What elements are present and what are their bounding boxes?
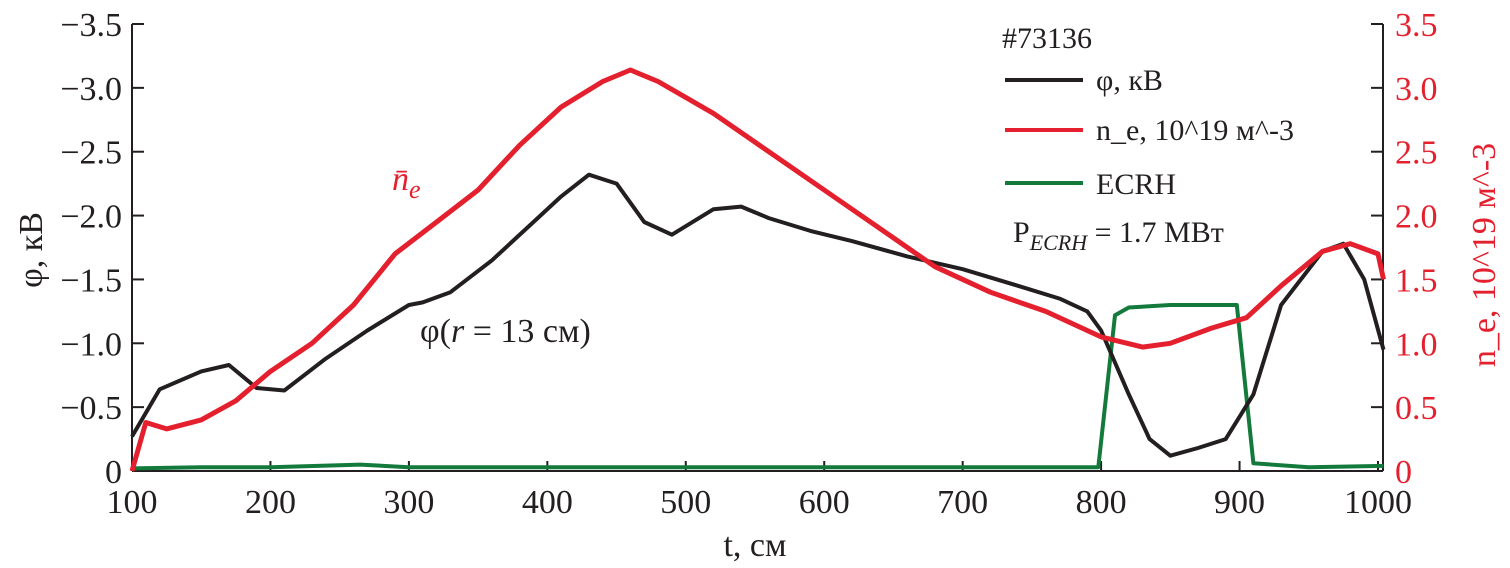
y-left-tick-label: −1.0: [60, 326, 122, 363]
y-right-tick-label: 3.5: [1395, 7, 1438, 44]
y-right-tick-label: 1.0: [1395, 326, 1438, 363]
x-tick-label: 300: [383, 484, 434, 521]
y-right-tick-label: 0: [1395, 454, 1412, 491]
y-right-tick-label: 0.5: [1395, 390, 1438, 427]
y-right-tick-label: 2.0: [1395, 199, 1438, 236]
y-left-tick-label: −3.5: [60, 7, 122, 44]
y-axis-left-label: φ, кВ: [13, 212, 50, 288]
y-left-tick-label: −0.5: [60, 390, 122, 427]
y-right-tick-label: 2.5: [1395, 135, 1438, 172]
legend-power: PECRH = 1.7 МВт: [1013, 216, 1224, 255]
x-tick-label: 600: [799, 484, 850, 521]
series-line-ne: [129, 67, 1386, 472]
y-left-tick-label: −3.0: [60, 71, 122, 108]
series-line-ecrh: [131, 303, 1384, 471]
legend-label-ne: n_e, 10^19 м^-3: [1096, 114, 1294, 147]
y-right-tick-label: 3.0: [1395, 71, 1438, 108]
x-tick-label: 200: [245, 484, 296, 521]
series-line-phi: [130, 172, 1386, 458]
legend-label-phi: φ, кВ: [1096, 64, 1163, 97]
y-left-tick-label: −2.5: [60, 135, 122, 172]
legend-shot: #73136: [1002, 22, 1092, 55]
x-tick-label: 800: [1076, 484, 1127, 521]
y-left-tick-label: 0: [105, 454, 122, 491]
annotation-phi: φ(r = 13 см): [420, 313, 591, 350]
y-left-tick-label: −2.0: [60, 199, 122, 236]
x-tick-label: 400: [522, 484, 573, 521]
x-axis-label: t, см: [723, 527, 786, 564]
y-axis-right-label: n_e, 10^19 м^-3: [1466, 143, 1503, 367]
annotation-ne: n̄e: [392, 161, 421, 204]
x-tick-label: 500: [660, 484, 711, 521]
x-tick-label: 100: [107, 484, 158, 521]
x-tick-label: 1000: [1344, 484, 1412, 521]
x-tick-label: 900: [1214, 484, 1265, 521]
y-left-tick-label: −1.5: [60, 262, 122, 299]
x-tick-label: 700: [937, 484, 988, 521]
legend: #73136 φ, кВ n_e, 10^19 м^-3 ECRH PECRH …: [1002, 22, 1294, 255]
legend-label-ecrh: ECRH: [1096, 168, 1176, 201]
y-right-tick-label: 1.5: [1395, 262, 1438, 299]
